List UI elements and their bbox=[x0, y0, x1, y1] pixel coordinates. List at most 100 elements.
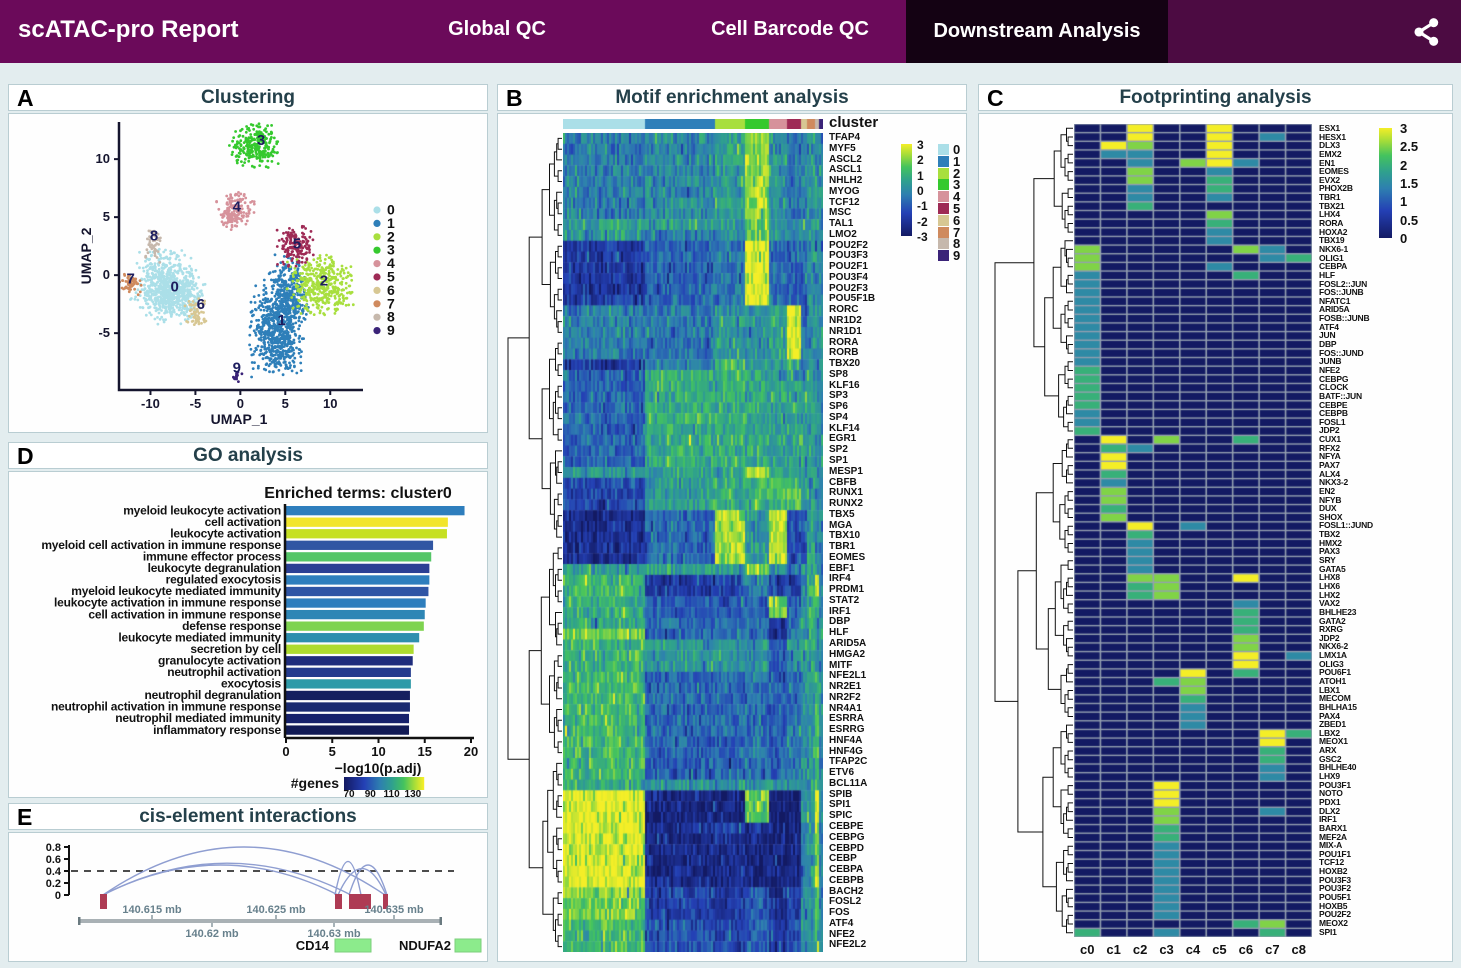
go-term-label: inflammatory response bbox=[153, 723, 281, 737]
tab-downstream-analysis[interactable]: Downstream Analysis bbox=[906, 0, 1168, 63]
motif-gene-label: SP6 bbox=[829, 401, 848, 413]
motif-gene-label: HLF bbox=[829, 627, 849, 639]
go-term-label: leukocyte degranulation bbox=[148, 561, 281, 575]
panel-go-titlebar: D GO analysis bbox=[8, 442, 488, 469]
svg-text:70: 70 bbox=[343, 789, 355, 797]
footprint-gene-label: ARX bbox=[1319, 745, 1337, 756]
go-analysis-chart: Enriched terms: cluster0 myeloid leukocyt… bbox=[8, 471, 488, 798]
go-term-label: granulocyte activation bbox=[158, 653, 281, 667]
footprint-gene-label: BARX1 bbox=[1319, 822, 1347, 833]
umap-ylabel: UMAP_2 bbox=[78, 227, 94, 284]
svg-text:5: 5 bbox=[103, 209, 110, 224]
motif-gene-label: RORA bbox=[829, 336, 859, 348]
footprint-gene-label: NFE2 bbox=[1319, 364, 1340, 375]
cluster-annotation-label: cluster bbox=[829, 114, 879, 131]
footprint-gene-label: CEBPG bbox=[1319, 373, 1349, 384]
motif-gene-label: RUNX2 bbox=[829, 498, 863, 510]
footprint-colorbar-tick: 2.5 bbox=[1400, 139, 1419, 155]
footprint-gene-label: POU2F2 bbox=[1319, 909, 1351, 920]
footprint-colorbar-tick: 0.5 bbox=[1400, 212, 1419, 228]
go-bar bbox=[286, 540, 434, 550]
motif-gene-label: ESRRA bbox=[829, 713, 865, 725]
app-title: scATAC-pro Report bbox=[18, 16, 239, 43]
motif-gene-label: NR4A1 bbox=[829, 702, 862, 714]
footprint-colorbar-tick: 0 bbox=[1400, 231, 1408, 246]
motif-gene-label: SPIB bbox=[829, 788, 853, 800]
motif-gene-label: TFAP4 bbox=[829, 132, 861, 143]
footprint-column-label: c6 bbox=[1238, 942, 1254, 957]
footprint-gene-label: NKX6-1 bbox=[1319, 243, 1349, 254]
svg-text:1: 1 bbox=[278, 312, 286, 329]
motif-gene-label: NR1D1 bbox=[829, 325, 862, 337]
footprint-gene-label: TBX19 bbox=[1319, 235, 1345, 246]
umap-legend-swatch bbox=[373, 219, 381, 227]
motif-gene-label: POU2F1 bbox=[829, 261, 868, 273]
cis-element-box bbox=[100, 894, 107, 909]
footprint-gene-label: BHLHE23 bbox=[1319, 606, 1357, 617]
go-bar bbox=[286, 679, 411, 689]
genome-ruler bbox=[78, 919, 442, 923]
motif-gene-label: ETV6 bbox=[829, 767, 855, 779]
svg-text:15: 15 bbox=[418, 744, 432, 759]
panel-c-title: Footprinting analysis bbox=[1119, 87, 1312, 108]
cluster-legend-swatch bbox=[938, 179, 949, 191]
footprint-gene-label: JDP2 bbox=[1319, 632, 1340, 643]
motif-gene-label: SP4 bbox=[829, 411, 848, 423]
footprint-gene-label: RORA bbox=[1319, 218, 1344, 229]
motif-gene-label: NHLH2 bbox=[829, 175, 863, 187]
tab-global-qc[interactable]: Global QC bbox=[448, 18, 546, 40]
panel-footprint-titlebar: C Footprinting analysis bbox=[978, 84, 1453, 111]
cluster-legend-number: 8 bbox=[953, 236, 961, 252]
motif-heatmap-panel: cluster TFAP4 MYF5 ASCL2 ASCL1 NHLH2 MYOG TCF1… bbox=[497, 113, 967, 962]
svg-text:10: 10 bbox=[96, 151, 110, 166]
interaction-arc bbox=[102, 846, 386, 896]
footprint-heatmap-panel: ESX1 HESX1 DLX3 EMX2 EN1 EOMES EVX2 PHOX2B TBR1 T… bbox=[978, 113, 1453, 962]
umap-legend-label: 7 bbox=[387, 295, 395, 311]
footprint-colorbar-tick: 2 bbox=[1400, 157, 1408, 173]
footprint-gene-label: BATF::JUN bbox=[1319, 390, 1362, 401]
svg-text:5: 5 bbox=[329, 744, 336, 759]
footprint-gene-label: MECOM bbox=[1319, 693, 1351, 704]
footprint-gene-label: LBX2 bbox=[1319, 727, 1340, 738]
go-bar bbox=[286, 517, 448, 527]
cluster-legend-number: 3 bbox=[953, 177, 961, 193]
footprint-gene-label: NFYB bbox=[1319, 494, 1342, 505]
footprint-gene-label: MEF2A bbox=[1319, 831, 1347, 842]
go-term-label: leukocyte mediated immunity bbox=[118, 630, 281, 644]
go-bar bbox=[286, 598, 426, 608]
footprint-gene-label: LHX4 bbox=[1319, 209, 1340, 220]
cluster-legend-number: 4 bbox=[953, 189, 961, 205]
tab-cell-barcode-qc[interactable]: Cell Barcode QC bbox=[711, 18, 869, 40]
footprint-gene-label: POU3F1 bbox=[1319, 779, 1351, 790]
motif-gene-label: PRDM1 bbox=[829, 584, 865, 596]
svg-text:-5: -5 bbox=[190, 396, 202, 411]
go-term-label: myeloid cell activation in immune respon… bbox=[41, 538, 281, 552]
svg-text:130: 130 bbox=[405, 789, 422, 797]
svg-text:4: 4 bbox=[233, 198, 242, 215]
motif-gene-label: SPI1 bbox=[829, 799, 851, 811]
footprint-gene-label: TBX21 bbox=[1319, 200, 1345, 211]
footprint-gene-label: FOS::JUND bbox=[1319, 347, 1364, 358]
motif-gene-label: MYF5 bbox=[829, 142, 856, 154]
motif-gene-label: NR1D2 bbox=[829, 315, 862, 327]
motif-gene-label: BCL11A bbox=[829, 777, 868, 789]
motif-gene-label: TBX20 bbox=[829, 358, 861, 370]
go-bar bbox=[286, 529, 447, 539]
motif-colorbar-tick: 2 bbox=[917, 153, 924, 168]
motif-gene-label: POU3F3 bbox=[829, 250, 868, 262]
footprint-gene-label: NOTO bbox=[1319, 788, 1343, 799]
footprint-row-dendrogram bbox=[994, 127, 1073, 934]
umap-legend-label: 0 bbox=[387, 202, 395, 218]
footprint-gene-label: POU5F1 bbox=[1319, 892, 1351, 903]
footprint-gene-label: CEBPE bbox=[1319, 399, 1348, 410]
umap-legend-swatch bbox=[373, 300, 381, 308]
footprint-gene-label: POU6F1 bbox=[1319, 667, 1351, 678]
interaction-arc bbox=[102, 862, 352, 896]
share-icon[interactable] bbox=[1411, 16, 1443, 48]
cluster-legend-swatch bbox=[938, 203, 949, 214]
cluster-legend-number: 9 bbox=[953, 248, 961, 264]
motif-gene-label: NR2E1 bbox=[829, 681, 862, 693]
motif-gene-label: MSC bbox=[829, 207, 852, 219]
gene-label-cd14: CD14 bbox=[296, 938, 330, 953]
